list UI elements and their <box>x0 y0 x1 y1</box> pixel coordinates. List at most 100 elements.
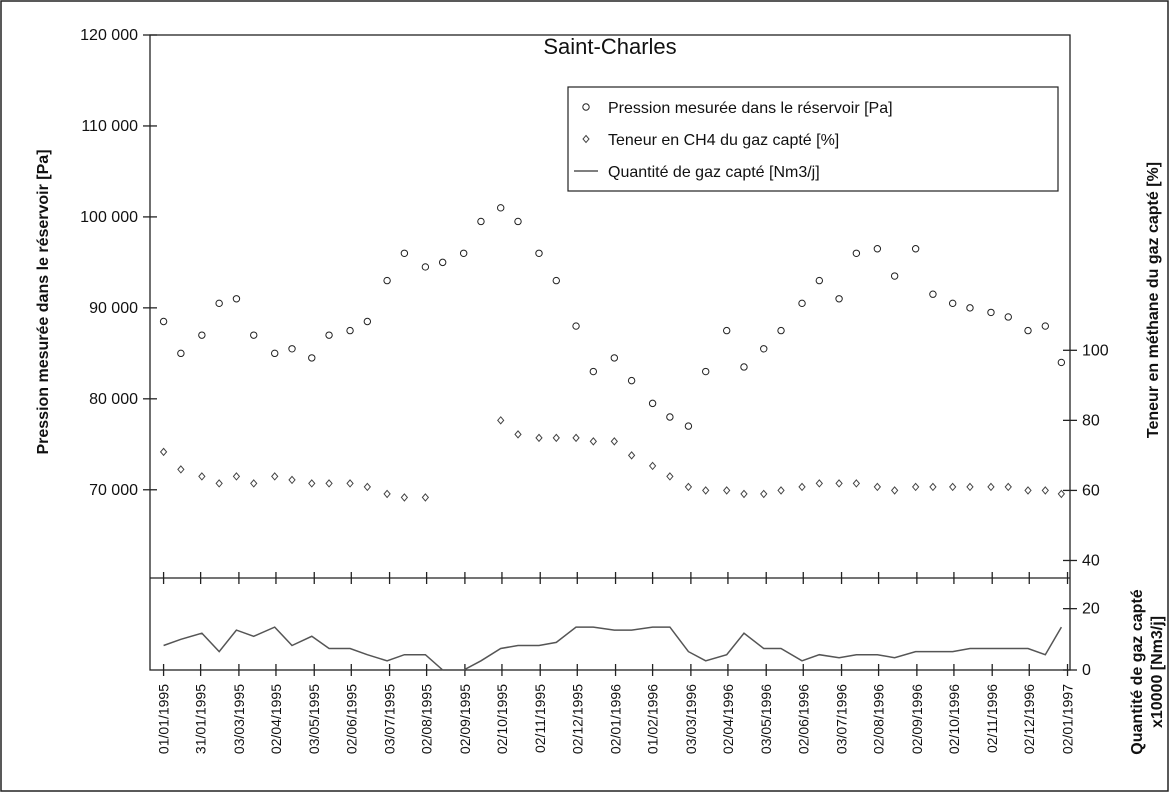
point <box>873 245 882 253</box>
point <box>966 482 974 492</box>
point <box>722 326 731 335</box>
x-tick-label: 03/03/1995 <box>231 684 247 754</box>
x-tick-label: 01/02/1996 <box>645 684 661 754</box>
y-tick-label: 110 000 <box>81 118 138 135</box>
point <box>177 349 185 358</box>
point <box>421 263 430 271</box>
x-tick-label: 02/12/1996 <box>1021 684 1037 754</box>
point <box>929 482 937 492</box>
point <box>383 489 391 499</box>
point <box>198 472 206 481</box>
point <box>159 447 168 457</box>
point <box>852 479 861 488</box>
point <box>873 482 882 492</box>
x-tick-label: 02/06/1996 <box>795 684 811 754</box>
point <box>929 290 937 298</box>
point <box>215 299 223 308</box>
point <box>815 276 824 285</box>
point <box>966 304 974 312</box>
point <box>760 345 768 353</box>
point <box>514 430 522 439</box>
point <box>835 295 843 303</box>
point <box>271 349 279 358</box>
point <box>198 331 206 339</box>
point <box>271 472 279 481</box>
point <box>497 416 505 425</box>
x-tick-label: 02/08/1996 <box>871 684 887 754</box>
line-series <box>163 626 1063 671</box>
point <box>552 433 560 443</box>
point <box>572 322 580 330</box>
y-tick-label: 70 000 <box>89 482 138 499</box>
x-tick-label: 02/11/1996 <box>984 684 1000 753</box>
x-tick-label: 02/09/1995 <box>457 684 473 754</box>
point <box>1004 313 1012 321</box>
point <box>949 482 957 492</box>
point <box>815 479 823 488</box>
x-tick-label: 03/05/1995 <box>306 684 322 754</box>
y2-axis-label: Teneur en méthane du gaz capté [%] <box>1145 162 1162 438</box>
point <box>215 479 223 488</box>
point <box>400 249 409 257</box>
point <box>1041 322 1050 330</box>
point <box>288 475 296 485</box>
bottom-y-axis-label: Quantité de gaz capté <box>1129 589 1146 754</box>
x-tick-label: 02/08/1995 <box>419 684 435 754</box>
x-tick-label: 02/01/1997 <box>1060 684 1076 754</box>
x-tick-label: 02/11/1995 <box>532 684 548 753</box>
point <box>702 367 710 376</box>
point <box>666 413 674 421</box>
point <box>648 399 657 408</box>
point <box>777 486 785 495</box>
point <box>852 249 861 257</box>
point <box>684 482 693 492</box>
point <box>684 422 693 430</box>
y-tick-label: 120 000 <box>80 27 138 44</box>
y-tick-label: 0 <box>1082 662 1091 679</box>
point <box>666 472 674 481</box>
point <box>514 217 522 226</box>
point <box>572 433 580 443</box>
point <box>438 258 447 267</box>
bottom-y-axis-label: x10000 [Nm3/j] <box>1149 616 1166 728</box>
point <box>363 317 372 326</box>
x-tick-label: 03/07/1995 <box>382 684 398 754</box>
x-tick-label: 02/10/1995 <box>494 684 510 754</box>
point <box>477 217 485 226</box>
legend-marker <box>582 134 590 144</box>
plot-area <box>149 34 1071 671</box>
point <box>308 479 316 488</box>
point <box>383 276 391 285</box>
point <box>1024 326 1032 335</box>
point <box>346 326 354 335</box>
point <box>459 249 468 257</box>
x-tick-label: 02/10/1996 <box>946 684 962 754</box>
legend-box <box>567 86 1059 192</box>
point <box>911 245 920 253</box>
point <box>798 482 806 492</box>
point <box>552 276 560 285</box>
x-tick-label: 02/06/1995 <box>343 684 359 754</box>
legend-label: Quantité de gaz capté [Nm3/j] <box>608 164 820 181</box>
y2-tick-label: 40 <box>1082 552 1100 569</box>
point <box>232 295 241 303</box>
point <box>627 451 636 460</box>
point <box>1041 486 1049 495</box>
point <box>948 299 957 308</box>
point <box>421 493 430 502</box>
point <box>740 489 748 499</box>
point <box>325 331 333 339</box>
point <box>987 308 995 317</box>
y-tick-label: 90 000 <box>89 300 138 317</box>
point <box>740 363 748 371</box>
point <box>798 299 806 308</box>
point <box>1057 489 1066 499</box>
x-tick-label: 02/09/1996 <box>909 684 925 754</box>
chart-title: Saint-Charles <box>543 34 676 59</box>
x-tick-label: 03/05/1996 <box>758 684 774 754</box>
y2-tick-label: 80 <box>1082 412 1100 429</box>
point <box>177 465 185 474</box>
x-tick-label: 03/03/1996 <box>683 684 699 754</box>
point <box>1057 358 1066 367</box>
